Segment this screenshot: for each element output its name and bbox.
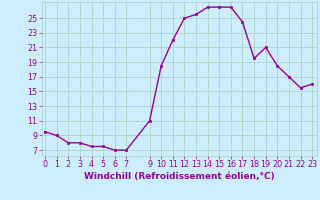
X-axis label: Windchill (Refroidissement éolien,°C): Windchill (Refroidissement éolien,°C) [84, 172, 275, 181]
